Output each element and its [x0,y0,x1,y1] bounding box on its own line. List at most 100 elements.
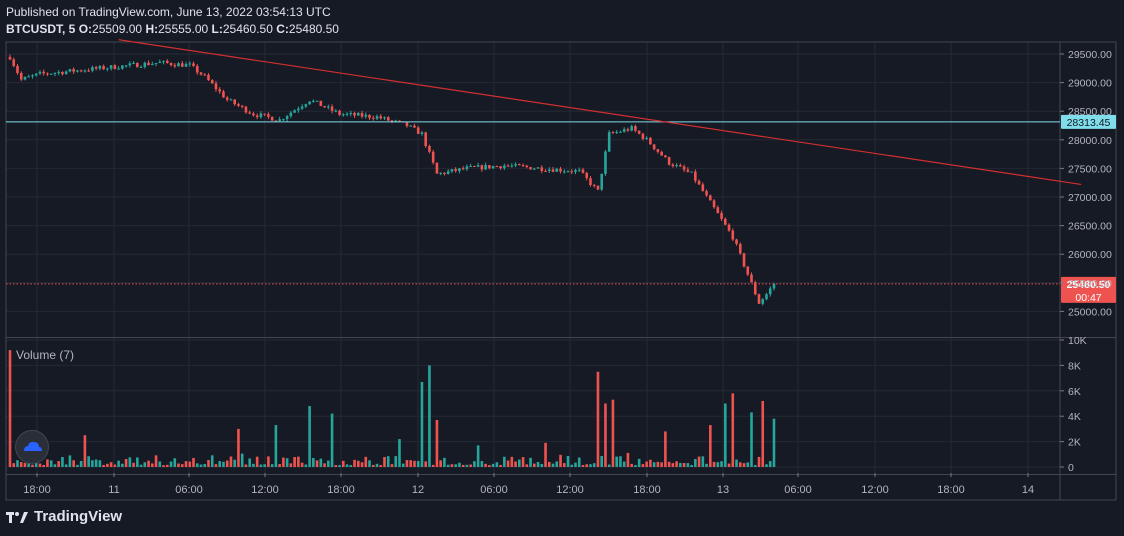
candle-body [282,119,285,121]
axes: 18:00 11 06:00 12:00 18:00 12 06:00 12:00 18:00 1… [23,49,1112,496]
candle-body [768,288,772,295]
candle-body [547,169,551,172]
volume-bar [712,461,716,467]
volume-bar [267,456,270,467]
horizontal-level-label: 28313.45 [1067,117,1111,129]
candle-body [589,178,592,186]
candle-body [308,101,311,105]
volume-bar [330,413,334,467]
volume-bar [416,461,420,467]
candle-body [416,127,420,134]
volume-bar [270,464,274,467]
candle-body [525,165,529,168]
volume-bar [87,456,90,467]
volume-bar [195,463,199,467]
candle-body [203,74,207,76]
candle-body [76,70,79,72]
candle-body [480,165,484,170]
volume-bar [49,460,53,467]
candle-body [679,165,682,167]
candle-body [506,165,510,167]
candle-body [716,207,720,214]
volume-bar [327,460,330,467]
candle-body [723,218,727,225]
candle-body [765,294,768,300]
volume-bar [738,462,742,467]
candle-body [731,230,735,240]
volume-bar [180,464,184,467]
time-tick-label: 11 [108,484,119,496]
volume-bar [529,457,532,467]
candle-body [607,132,611,152]
volume-bar [469,464,472,467]
candle-body [491,166,495,169]
volume-bar [113,464,117,467]
candle-body [12,59,16,66]
price-tick-label: 29000.00 [1068,78,1112,90]
volume-bar [154,455,158,467]
candle-body [529,167,532,170]
volume-bar [581,464,585,467]
volume-bar [64,464,68,467]
volume-bar [768,461,772,467]
volume-bar [124,458,128,467]
volume-bar [94,459,98,467]
volume-bar [533,463,536,467]
tradingview-badge[interactable] [15,430,49,464]
candle-body [476,165,480,167]
volume-bar [203,464,207,467]
candle-body [465,166,469,170]
candle-body [742,253,746,267]
footer-brand-label: TradingView [34,508,123,525]
candle-body [342,114,345,116]
candle-body [413,125,416,128]
candle-body [473,166,476,168]
volume-bar [72,460,75,467]
candle-body [330,106,334,111]
volume-bar [23,462,27,467]
candle-body [712,200,716,208]
volume-bar [356,460,360,467]
volume-bar [705,463,708,467]
candle-body [109,65,113,69]
volume-bar [551,463,555,467]
candle-body [173,65,177,67]
volume-bar [592,463,596,467]
low-value: 25460.50 [222,22,273,36]
volume-bar [454,464,457,467]
volume-bar [660,462,663,467]
candle-body [113,65,117,70]
volume-bar [308,406,311,467]
footer-brand: TradingView [6,508,122,525]
volume-bar [503,456,506,467]
volume-bar [491,463,495,467]
volume-bar [371,464,375,467]
candle-body [8,56,12,60]
volume-bar [518,459,521,467]
volume-bar [401,463,405,467]
volume-bars [8,350,776,467]
volume-bar [540,464,544,467]
volume-bar [510,456,514,467]
volume-bar [413,460,416,467]
volume-bar [165,464,169,467]
candle-body [188,63,192,65]
candle-body [600,173,604,190]
volume-bar [570,464,574,467]
candle-body [503,165,506,169]
volume-bar [121,463,124,467]
candle-body [46,73,49,75]
volume-bar [353,459,356,467]
candle-body [469,166,472,168]
candle-body [345,113,349,115]
candle-body [248,112,251,114]
volume-tick-label: 0 [1068,462,1074,474]
volume-bar [716,462,720,467]
volume-bar [360,462,364,467]
time-tick-label: 18:00 [23,484,51,496]
volume-bar [600,455,604,467]
volume-bar [136,457,139,467]
volume-bar [68,455,72,467]
candle-body [435,162,439,174]
